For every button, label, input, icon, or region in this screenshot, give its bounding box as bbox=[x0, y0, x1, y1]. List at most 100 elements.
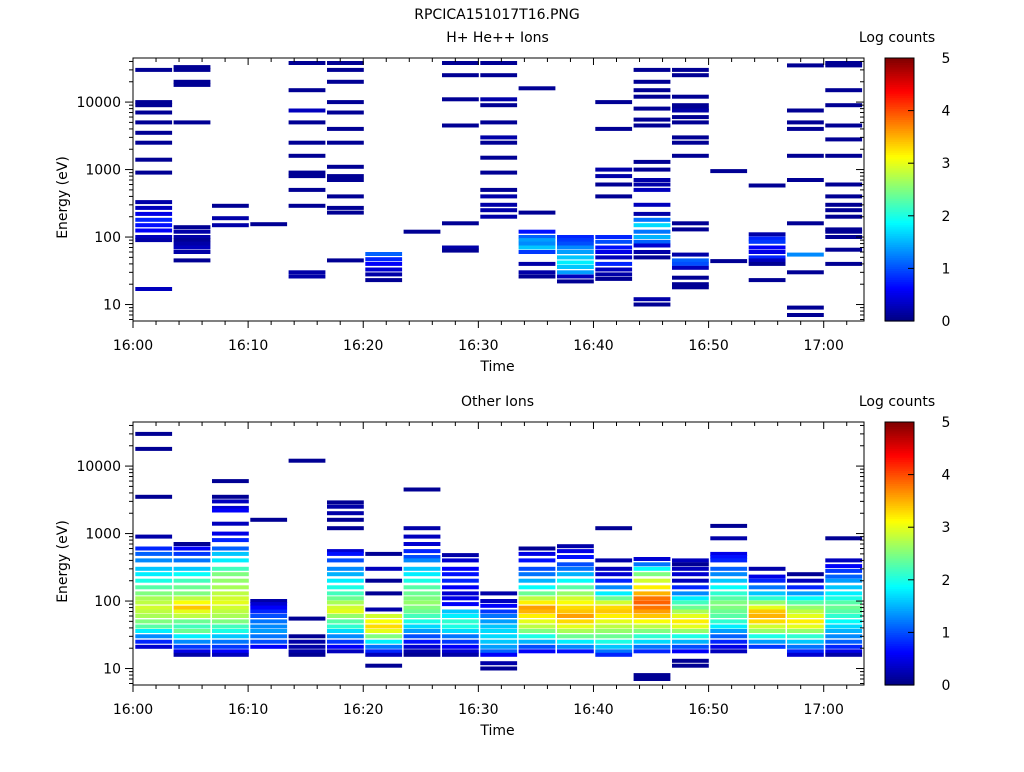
heatmap-cell bbox=[480, 120, 517, 124]
heatmap-cell bbox=[825, 619, 862, 623]
heatmap-cell bbox=[595, 625, 632, 629]
panel-title: Other Ions bbox=[461, 394, 534, 410]
heatmap-cell bbox=[365, 567, 402, 571]
heatmap-cell bbox=[749, 606, 786, 610]
heatmap-cell bbox=[557, 649, 594, 653]
heatmap-cell bbox=[749, 596, 786, 600]
heatmap-cell bbox=[595, 268, 632, 272]
heatmap-cell bbox=[327, 178, 364, 182]
heatmap-cell bbox=[710, 524, 747, 528]
heatmap-cell bbox=[327, 629, 364, 633]
heatmap-cell bbox=[327, 526, 364, 530]
colorbar-tick-label: 3 bbox=[942, 156, 951, 172]
heatmap-cell bbox=[174, 120, 211, 124]
panel-other-ions: Other Ions1010010001000016:00 16:10 16:20 1… bbox=[55, 394, 951, 739]
heatmap-cell bbox=[634, 88, 671, 92]
heatmap-cell bbox=[634, 255, 671, 259]
x-tick-label: 16:30 bbox=[458, 338, 498, 354]
heatmap-cell bbox=[212, 547, 249, 551]
heatmap-cell bbox=[519, 262, 556, 266]
heatmap-cell bbox=[710, 169, 747, 173]
heatmap-cell bbox=[710, 619, 747, 623]
heatmap-cell bbox=[135, 629, 172, 633]
heatmap-cell bbox=[174, 640, 211, 644]
heatmap-cell bbox=[634, 645, 671, 649]
heatmap-cell bbox=[595, 591, 632, 595]
heatmap-cell bbox=[710, 625, 747, 629]
heatmap-cell bbox=[672, 567, 709, 571]
heatmap-cell bbox=[595, 653, 632, 657]
heatmap-cell bbox=[634, 634, 671, 638]
heatmap-cell bbox=[480, 614, 517, 618]
heatmap-cell bbox=[135, 640, 172, 644]
heatmap-cell bbox=[442, 625, 479, 629]
heatmap-cell bbox=[749, 240, 786, 244]
heatmap-cell bbox=[212, 629, 249, 633]
heatmap-cell bbox=[519, 86, 556, 90]
heatmap-cell bbox=[327, 558, 364, 562]
heatmap-cell bbox=[327, 619, 364, 623]
heatmap-cell bbox=[480, 215, 517, 219]
figure-canvas: RPCICA151017T16.PNG H+ He++ Ions10100100… bbox=[0, 0, 1024, 768]
heatmap-cell bbox=[557, 250, 594, 254]
heatmap-cell bbox=[174, 258, 211, 262]
heatmap-cell bbox=[634, 625, 671, 629]
heatmap-cell bbox=[212, 522, 249, 526]
heatmap-cell bbox=[135, 645, 172, 649]
heatmap-cell bbox=[404, 230, 441, 234]
heatmap-cell bbox=[327, 80, 364, 84]
heatmap-cell bbox=[672, 73, 709, 77]
heatmap-cell bbox=[595, 567, 632, 571]
heatmap-cell bbox=[327, 579, 364, 583]
heatmap-cell bbox=[212, 572, 249, 576]
heatmap-cell bbox=[174, 83, 211, 87]
heatmap-cell bbox=[672, 572, 709, 576]
heatmap-cell bbox=[327, 606, 364, 610]
heatmap-cell bbox=[825, 230, 862, 234]
heatmap-cell bbox=[404, 606, 441, 610]
heatmap-cell bbox=[634, 95, 671, 99]
heatmap-cell bbox=[634, 614, 671, 618]
heatmap-cell bbox=[135, 572, 172, 576]
heatmap-cell bbox=[174, 591, 211, 595]
heatmap-cell bbox=[634, 562, 671, 566]
heatmap-cell bbox=[519, 591, 556, 595]
heatmap-cell bbox=[174, 606, 211, 610]
heatmap-cell bbox=[404, 653, 441, 657]
heatmap-cell bbox=[404, 488, 441, 492]
heatmap-cell bbox=[480, 188, 517, 192]
heatmap-cell bbox=[787, 629, 824, 633]
heatmap-cell bbox=[174, 629, 211, 633]
heatmap-cell bbox=[480, 203, 517, 207]
heatmap-cell bbox=[135, 223, 172, 227]
heatmap-cell bbox=[557, 629, 594, 633]
heatmap-cell bbox=[519, 211, 556, 215]
heatmap-cell bbox=[404, 579, 441, 583]
heatmap-cell bbox=[174, 653, 211, 657]
heatmap-cell bbox=[557, 614, 594, 618]
heatmap-cell bbox=[365, 640, 402, 644]
heatmap-cell bbox=[404, 591, 441, 595]
heatmap-cell bbox=[519, 610, 556, 614]
heatmap-cell bbox=[327, 601, 364, 605]
heatmap-cell bbox=[365, 252, 402, 256]
heatmap-cell bbox=[212, 606, 249, 610]
heatmap-cell bbox=[365, 278, 402, 282]
heatmap-cell bbox=[557, 555, 594, 559]
heatmap-cell bbox=[595, 194, 632, 198]
heatmap-cell bbox=[442, 602, 479, 606]
heatmap-cell bbox=[135, 229, 172, 233]
heatmap-cell bbox=[825, 645, 862, 649]
heatmap-cell bbox=[672, 614, 709, 618]
heatmap-cell bbox=[557, 596, 594, 600]
heatmap-cell bbox=[787, 614, 824, 618]
heatmap-cell bbox=[787, 313, 824, 317]
heatmap-cell bbox=[135, 567, 172, 571]
heatmap-cell bbox=[365, 614, 402, 618]
heatmap-cell bbox=[404, 535, 441, 539]
heatmap-cell bbox=[480, 653, 517, 657]
heatmap-cell bbox=[749, 585, 786, 589]
heatmap-cell bbox=[672, 640, 709, 644]
heatmap-cell bbox=[442, 591, 479, 595]
heatmap-cell bbox=[135, 206, 172, 210]
